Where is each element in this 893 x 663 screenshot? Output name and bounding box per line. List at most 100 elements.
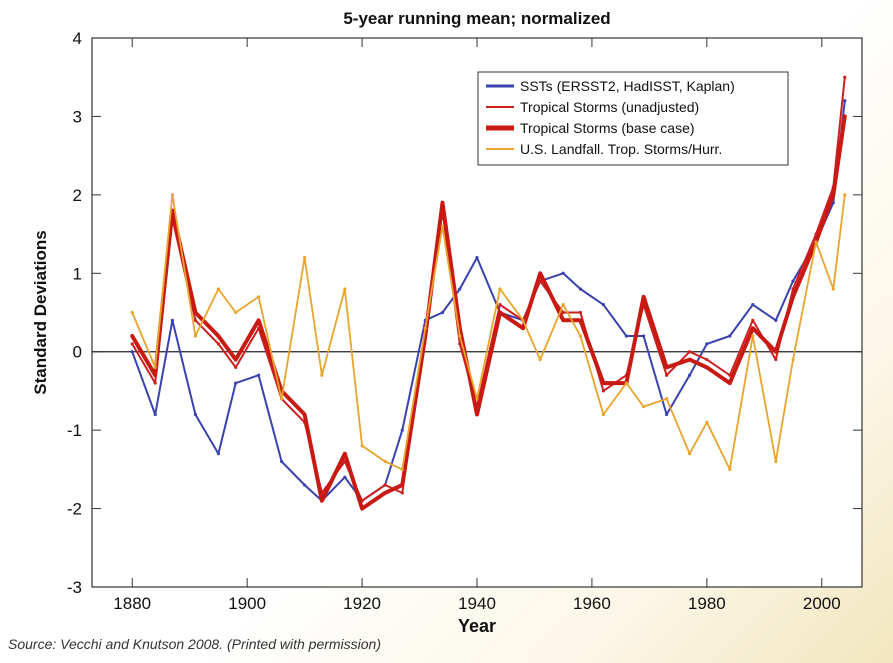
series-line-2 [130, 114, 847, 511]
data-point [343, 452, 347, 456]
data-point [257, 318, 261, 322]
data-point [383, 483, 387, 487]
y-tick-label: -2 [67, 500, 82, 519]
data-point [400, 467, 404, 471]
data-point [400, 483, 404, 487]
data-point [475, 256, 479, 260]
data-point [234, 357, 238, 362]
data-point [774, 459, 778, 464]
data-point [831, 287, 835, 291]
x-tick-label: 1940 [458, 594, 496, 613]
data-point [751, 303, 755, 307]
data-point [728, 334, 732, 338]
data-point [234, 365, 238, 369]
data-point [360, 444, 364, 448]
data-point [475, 397, 479, 401]
data-point [688, 373, 692, 377]
data-point [578, 318, 583, 322]
data-point [642, 405, 646, 409]
y-axis-label: Standard Deviations [31, 230, 50, 394]
y-tick-label: 1 [73, 264, 82, 283]
data-point [843, 75, 847, 79]
y-tick-label: -3 [67, 578, 82, 597]
x-tick-label: 1880 [113, 594, 151, 613]
series-line-0 [131, 99, 846, 502]
data-point [458, 342, 462, 346]
data-point [383, 459, 387, 464]
data-point [578, 287, 583, 291]
data-point [193, 334, 198, 338]
data-point [521, 318, 525, 322]
series-line-3 [131, 193, 846, 471]
data-point [538, 357, 542, 362]
data-point [578, 334, 583, 338]
legend-box [477, 71, 789, 166]
x-tick-label: 1980 [688, 594, 726, 613]
data-point [624, 334, 629, 338]
data-point [601, 412, 606, 417]
data-point [665, 373, 669, 377]
data-point [475, 412, 479, 417]
data-point [578, 310, 583, 315]
data-point [751, 318, 755, 322]
legend-label: U.S. Landfall. Trop. Storms/Hurr. [520, 141, 722, 157]
data-point [624, 381, 629, 385]
data-point [751, 326, 755, 330]
data-point [343, 475, 347, 479]
x-tick-label: 1960 [573, 594, 611, 613]
data-point [498, 310, 502, 315]
data-point [216, 342, 221, 346]
data-point [791, 279, 795, 283]
data-point [601, 303, 606, 307]
data-point [665, 365, 669, 369]
data-point [843, 193, 847, 197]
data-point [705, 342, 709, 346]
data-point [538, 271, 542, 275]
data-point [498, 287, 502, 291]
data-point [423, 326, 427, 330]
data-point [216, 452, 221, 456]
data-point [303, 412, 307, 417]
data-point [561, 271, 565, 275]
data-point [498, 303, 502, 307]
x-tick-label: 1900 [228, 594, 266, 613]
data-point [705, 357, 709, 362]
data-point [705, 365, 709, 369]
data-point [153, 412, 157, 417]
data-point [642, 334, 646, 338]
data-point [458, 287, 462, 291]
data-point [774, 318, 778, 322]
data-point [561, 318, 565, 322]
source-note: Source: Vecchi and Knutson 2008. (Printe… [8, 636, 382, 652]
data-point [728, 467, 732, 471]
data-point [193, 318, 198, 322]
data-point [153, 373, 157, 377]
data-point [170, 318, 175, 322]
data-point [665, 412, 669, 417]
chart-title: 5-year running mean; normalized [343, 9, 610, 28]
data-point [458, 334, 462, 338]
data-point [751, 334, 755, 338]
y-tick-label: 4 [73, 29, 82, 48]
y-tick-label: 0 [73, 343, 82, 362]
data-point [831, 193, 835, 197]
data-point [521, 326, 525, 330]
data-point [153, 381, 157, 385]
data-point [234, 310, 238, 315]
legend-label: Tropical Storms (unadjusted) [520, 99, 699, 115]
data-point [130, 310, 134, 315]
data-point [130, 334, 134, 338]
data-point [343, 287, 347, 291]
data-point [303, 256, 307, 260]
data-point [193, 412, 198, 417]
data-point [303, 483, 307, 487]
y-tick-label: 3 [73, 107, 82, 126]
data-point [843, 99, 847, 103]
data-point [280, 397, 284, 401]
data-point [601, 389, 606, 393]
data-point [440, 201, 445, 205]
y-tick-label: -1 [67, 421, 82, 440]
data-point [688, 350, 692, 354]
data-point [688, 357, 692, 362]
